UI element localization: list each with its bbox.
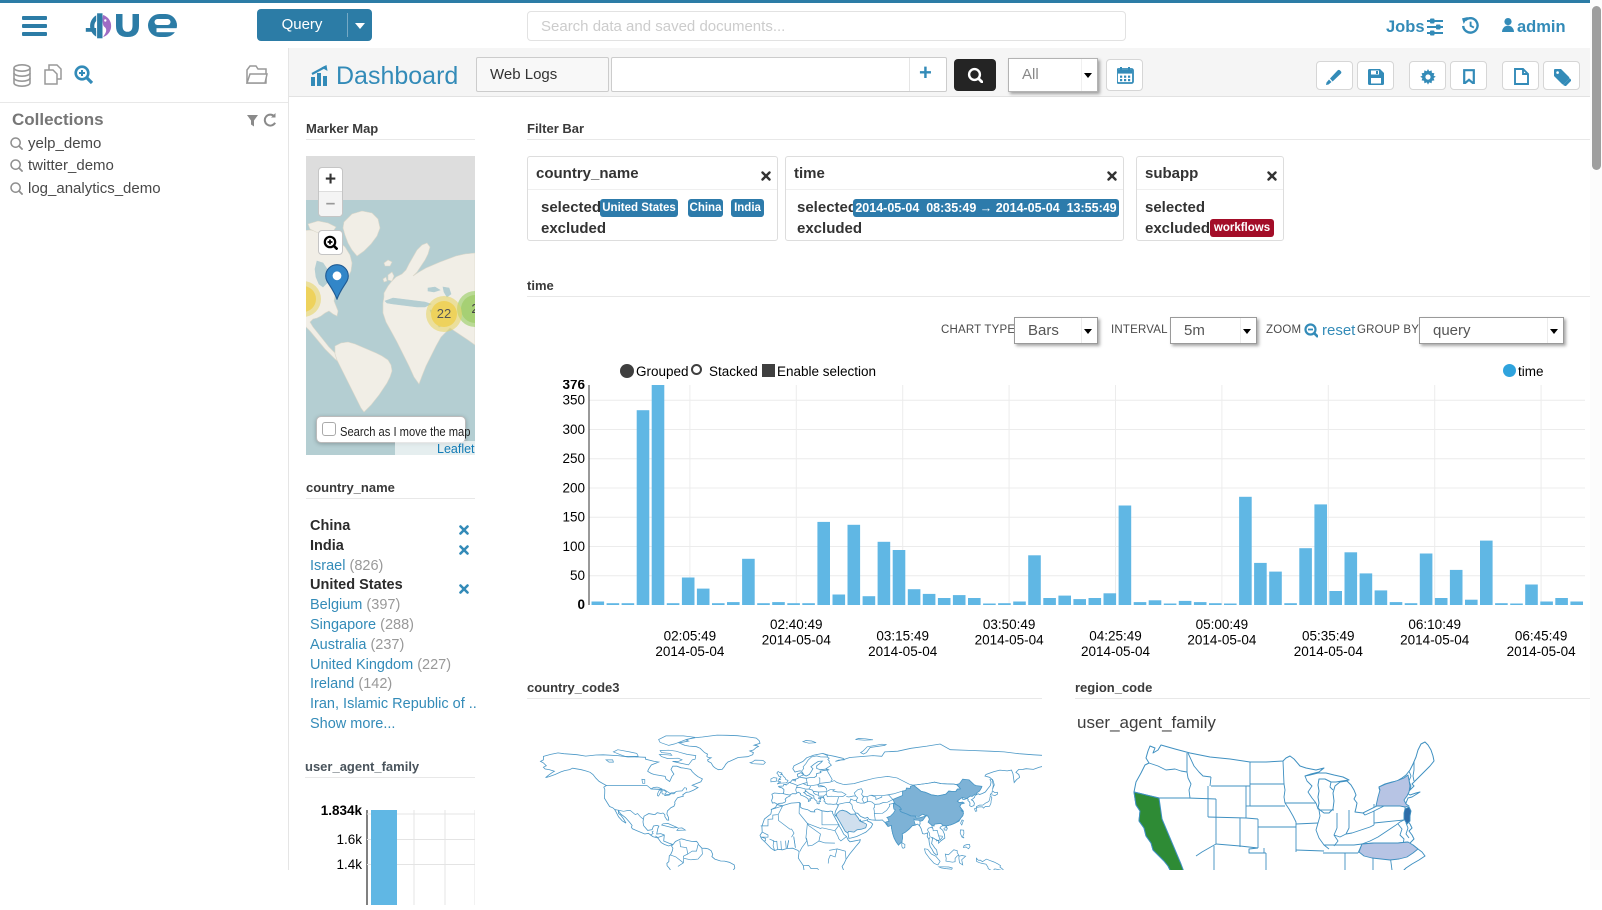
- svg-text:02:05:49: 02:05:49: [664, 629, 717, 644]
- svg-text:06:10:49: 06:10:49: [1408, 617, 1461, 632]
- svg-text:2014-05-04: 2014-05-04: [655, 644, 725, 659]
- svg-text:03:15:49: 03:15:49: [876, 629, 929, 644]
- svg-text:200: 200: [562, 481, 585, 496]
- svg-text:2014-05-04: 2014-05-04: [1507, 644, 1577, 659]
- svg-text:150: 150: [562, 510, 585, 525]
- svg-text:2014-05-04: 2014-05-04: [1294, 644, 1364, 659]
- svg-text:06:45:49: 06:45:49: [1515, 629, 1568, 644]
- svg-text:376: 376: [562, 380, 585, 392]
- svg-text:350: 350: [562, 393, 585, 408]
- svg-text:1.834k: 1.834k: [321, 803, 363, 818]
- svg-text:2014-05-04: 2014-05-04: [1400, 633, 1470, 648]
- svg-text:04:25:49: 04:25:49: [1089, 629, 1142, 644]
- svg-text:05:00:49: 05:00:49: [1196, 617, 1249, 632]
- svg-text:2014-05-04: 2014-05-04: [1187, 633, 1257, 648]
- svg-text:2014-05-04: 2014-05-04: [868, 644, 938, 659]
- svg-text:2014-05-04: 2014-05-04: [1081, 644, 1151, 659]
- svg-text:2014-05-04: 2014-05-04: [975, 633, 1045, 648]
- svg-text:1.4k: 1.4k: [336, 857, 362, 872]
- svg-text:300: 300: [562, 422, 585, 437]
- svg-text:100: 100: [562, 539, 585, 554]
- svg-text:2014-05-04: 2014-05-04: [762, 633, 832, 648]
- svg-text:1.6k: 1.6k: [336, 832, 362, 847]
- svg-text:05:35:49: 05:35:49: [1302, 629, 1355, 644]
- svg-text:50: 50: [570, 568, 585, 583]
- svg-text:0: 0: [577, 597, 585, 612]
- svg-text:250: 250: [562, 451, 585, 466]
- svg-text:02:40:49: 02:40:49: [770, 617, 823, 632]
- svg-text:03:50:49: 03:50:49: [983, 617, 1036, 632]
